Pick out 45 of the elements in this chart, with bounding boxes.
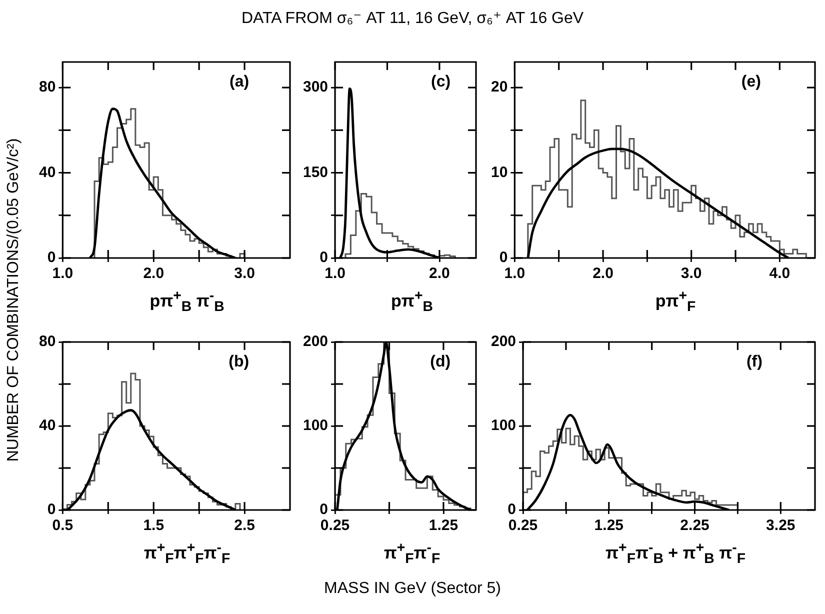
x-tick-label: 1.25 <box>428 517 458 534</box>
x-tick-label: 2.25 <box>680 517 710 534</box>
y-tick-label: 0 <box>508 501 516 518</box>
annotation: (d) <box>430 353 451 370</box>
y-tick-label: 40 <box>38 164 56 181</box>
y-tick-label: 80 <box>38 78 56 96</box>
y-tick-label: 200 <box>490 333 516 350</box>
x-tick-label: 2.0 <box>429 265 450 282</box>
y-tick-label: 40 <box>38 417 56 434</box>
x-tick-label: 3.0 <box>234 265 255 282</box>
x-tick-label: 1.0 <box>504 265 526 282</box>
x-tick-label: 2.0 <box>592 265 614 282</box>
x-tick-label: 1.0 <box>52 265 74 282</box>
x-tick-label: 4.0 <box>769 265 790 282</box>
y-tick-label: 300 <box>302 78 328 96</box>
y-tick-label: 20 <box>490 78 508 96</box>
annotation: (f) <box>746 353 762 370</box>
x-tick-label: 2.0 <box>143 265 164 282</box>
y-tick-label: 0 <box>499 249 508 266</box>
text: MASS IN GeV (Sector 5) <box>323 580 502 598</box>
x-tick-label: 0.5 <box>52 517 74 534</box>
y-tick-label: 200 <box>302 333 328 350</box>
text: NUMBER OF COMBINATIONS/(0.05 GeV/c²) <box>5 138 23 462</box>
y-tick-label: 0 <box>47 501 56 518</box>
y-tick-label: 100 <box>490 417 516 434</box>
annotation: (c) <box>431 73 451 90</box>
x-tick-label: 0.25 <box>320 517 350 534</box>
x-tick-label: 1.0 <box>324 265 346 282</box>
y-tick-label: 100 <box>302 417 328 434</box>
x-tick-label: 0.25 <box>508 517 538 534</box>
annotation: (b) <box>228 353 250 370</box>
y-tick-label: 10 <box>490 164 508 181</box>
y-tick-label: 80 <box>38 333 56 350</box>
text: DATA FROM σ₆⁻ AT 11, 16 GeV, σ₆⁺ AT 16 GeV <box>240 9 585 28</box>
y-tick-label: 150 <box>302 164 328 181</box>
x-tick-label: 1.5 <box>143 517 164 534</box>
annotation: (a) <box>230 73 250 90</box>
x-tick-label: 2.5 <box>234 517 255 534</box>
y-tick-label: 0 <box>320 249 328 266</box>
x-tick-label: 3.25 <box>766 517 796 534</box>
y-tick-label: 0 <box>320 501 328 518</box>
x-tick-label: 3.0 <box>680 265 702 282</box>
y-tick-label: 0 <box>47 249 56 266</box>
annotation: (e) <box>741 73 761 90</box>
x-tick-label: 1.25 <box>594 517 624 534</box>
